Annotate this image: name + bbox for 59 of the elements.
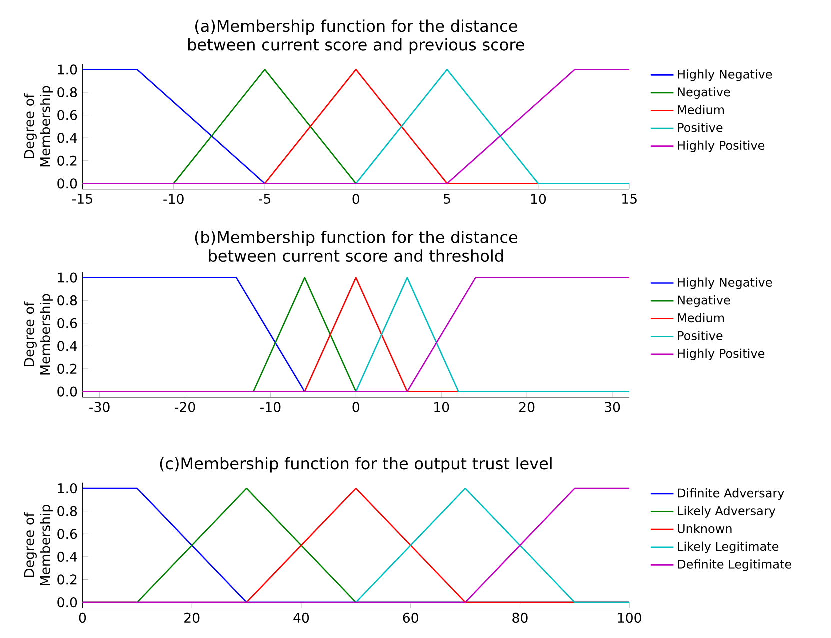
legend-label: Negative	[678, 296, 730, 308]
y-tick-label: 0.8	[58, 88, 78, 98]
y-tick-label: 0.4	[58, 133, 78, 144]
legend-label: Difinite Adversary	[678, 488, 784, 500]
x-tick-label: 15	[622, 194, 637, 204]
chart-title: (a)Membership function for the distance between current score and previous score	[188, 20, 524, 54]
y-tick-label: 0.4	[58, 341, 78, 352]
chart-title: (c)Membership function for the output trust level	[160, 458, 552, 474]
legend-label: Highly Negative	[678, 278, 772, 290]
x-tick-label: 20	[184, 613, 200, 624]
x-tick-label: -20	[175, 402, 196, 412]
x-tick-label: 0	[352, 402, 360, 412]
legend-label: Highly Negative	[678, 70, 772, 82]
legend-label: Likely Adversary	[678, 506, 776, 518]
y-tick-label: 0.0	[58, 386, 78, 398]
chart-title: (b)Membership function for the distance between current score and threshold	[195, 231, 518, 262]
y-tick-label: 0.2	[58, 156, 77, 166]
y-tick-label: 0.4	[58, 552, 78, 562]
x-tick-label: 40	[294, 613, 310, 624]
y-tick-label: 0.0	[58, 598, 78, 608]
legend-label: Unknown	[678, 524, 732, 534]
legend-label: Definite Legitimate	[678, 560, 792, 572]
legend-label: Negative	[678, 88, 730, 100]
y-axis-title: Degree of Membership	[24, 86, 53, 167]
x-tick-label: 5	[444, 194, 450, 204]
x-tick-label: 20	[520, 402, 535, 412]
x-tick-label: 0	[352, 194, 360, 204]
y-tick-label: 1.0	[58, 64, 78, 75]
legend-label: Highly Positive	[678, 349, 765, 361]
x-tick-label: 80	[512, 613, 528, 624]
y-tick-label: 1.0	[58, 272, 78, 284]
x-tick-label: -15	[72, 194, 92, 204]
y-tick-label: 0.6	[58, 529, 78, 540]
x-tick-label: 100	[618, 613, 642, 624]
x-tick-label: 0	[79, 613, 86, 624]
y-axis-title: Degree of Membership	[24, 294, 53, 375]
legend-label: Likely Legitimate	[678, 542, 779, 554]
x-tick-label: 10	[434, 402, 450, 412]
x-tick-label: 60	[403, 613, 418, 624]
y-tick-label: 0.2	[58, 364, 77, 374]
x-tick-label: -10	[260, 402, 281, 412]
legend-label: Positive	[678, 123, 723, 132]
y-axis-title: Degree of Membership	[24, 505, 53, 586]
y-tick-label: 0.0	[58, 178, 78, 189]
y-tick-label: 1.0	[58, 484, 78, 494]
y-tick-label: 0.8	[58, 506, 78, 517]
legend-label: Highly Positive	[678, 140, 765, 153]
legend-label: Medium	[678, 105, 724, 115]
y-tick-label: 0.2	[58, 574, 77, 585]
x-tick-label: -5	[258, 194, 270, 204]
legend-label: Medium	[678, 313, 724, 323]
y-tick-label: 0.8	[58, 296, 78, 306]
x-tick-label: -30	[90, 402, 110, 412]
x-tick-label: 30	[605, 402, 620, 412]
x-tick-label: -10	[164, 194, 184, 204]
legend-label: Positive	[678, 331, 723, 341]
x-tick-label: 10	[531, 194, 546, 204]
y-tick-label: 0.6	[58, 110, 78, 121]
y-tick-label: 0.6	[58, 318, 78, 329]
